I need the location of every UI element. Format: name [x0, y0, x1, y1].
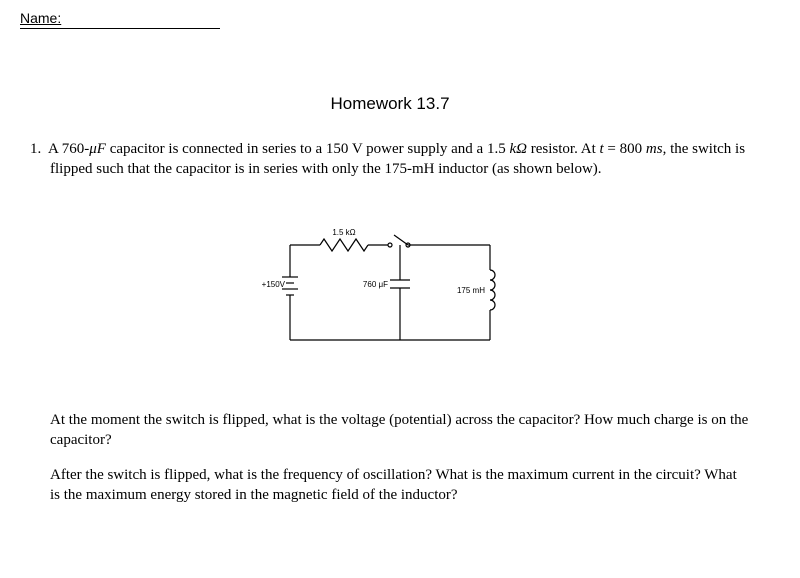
capacitor-label: 760 μF [363, 280, 388, 289]
resistor-label: 1.5 kΩ [332, 228, 355, 237]
problem-statement: 1.A 760-μF capacitor is connected in ser… [50, 139, 750, 180]
voltage-label: +150V [262, 280, 286, 289]
inductor-label: 175 mH [457, 286, 485, 295]
homework-title: Homework 13.7 [20, 94, 760, 114]
name-field[interactable]: Name: [20, 10, 220, 29]
question-1: At the moment the switch is flipped, wha… [20, 410, 760, 451]
problem-number: 1. [30, 139, 48, 159]
circuit-diagram: +150V 1.5 kΩ 760 μF 175 mH [260, 215, 520, 365]
name-label: Name: [20, 10, 61, 26]
question-2: After the switch is flipped, what is the… [20, 465, 760, 506]
